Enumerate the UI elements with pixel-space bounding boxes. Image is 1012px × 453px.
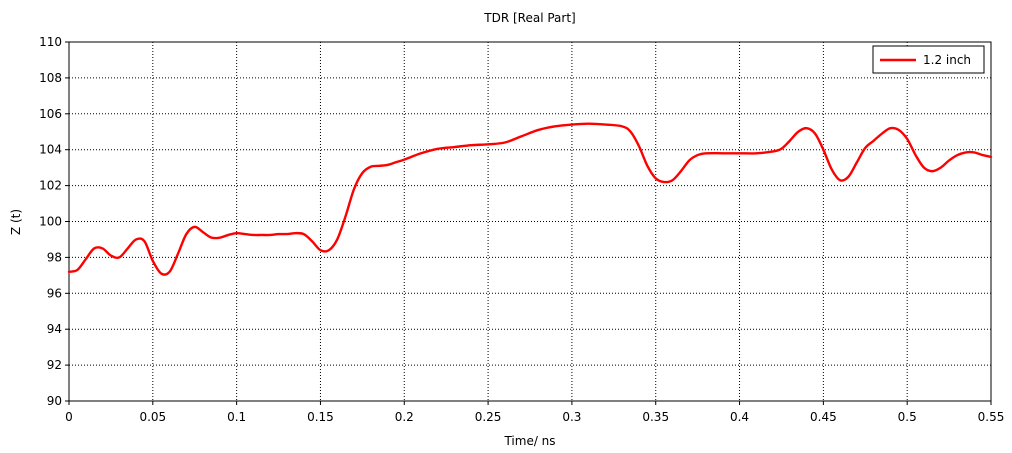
series-layer: [67, 122, 993, 276]
x-tick-label: 0.25: [475, 410, 502, 424]
x-tick-label: 0.05: [139, 410, 166, 424]
y-axis-label: Z (t): [9, 209, 23, 235]
x-tick-label: 0.4: [730, 410, 749, 424]
x-tick-label: 0: [65, 410, 73, 424]
y-tick-label: 110: [39, 35, 62, 49]
legend-series-label: 1.2 inch: [923, 53, 971, 67]
y-tick-label: 104: [39, 143, 62, 157]
x-tick-label: 0.5: [898, 410, 917, 424]
y-tick-label: 100: [39, 215, 62, 229]
x-tick-label: 0.35: [642, 410, 669, 424]
y-tick-label: 98: [47, 250, 62, 264]
legend: 1.2 inch: [872, 45, 985, 74]
y-tick-label: 106: [39, 107, 62, 121]
y-tick-label: 102: [39, 179, 62, 193]
x-tick-label: 0.15: [307, 410, 334, 424]
y-tick-label: 108: [39, 71, 62, 85]
y-tick-label: 90: [47, 394, 62, 408]
x-tick-label: 0.45: [810, 410, 837, 424]
grid-layer: [69, 42, 991, 401]
x-axis-label: Time/ ns: [503, 434, 555, 448]
x-tick-label: 0.1: [227, 410, 246, 424]
x-tick-label: 0.3: [562, 410, 581, 424]
tick-layer: 0 0.05 0.1 0.15 0.2 0.25 0.3 0.35 0.4 0.45 0.5 0.55…: [39, 35, 1004, 424]
series-line: [67, 122, 993, 276]
x-tick-label: 0.55: [978, 410, 1005, 424]
x-tick-label: 0.2: [395, 410, 414, 424]
y-tick-label: 92: [47, 358, 62, 372]
chart-title: TDR [Real Part]: [483, 11, 575, 25]
y-tick-label: 96: [47, 286, 62, 300]
y-tick-label: 94: [47, 322, 62, 336]
